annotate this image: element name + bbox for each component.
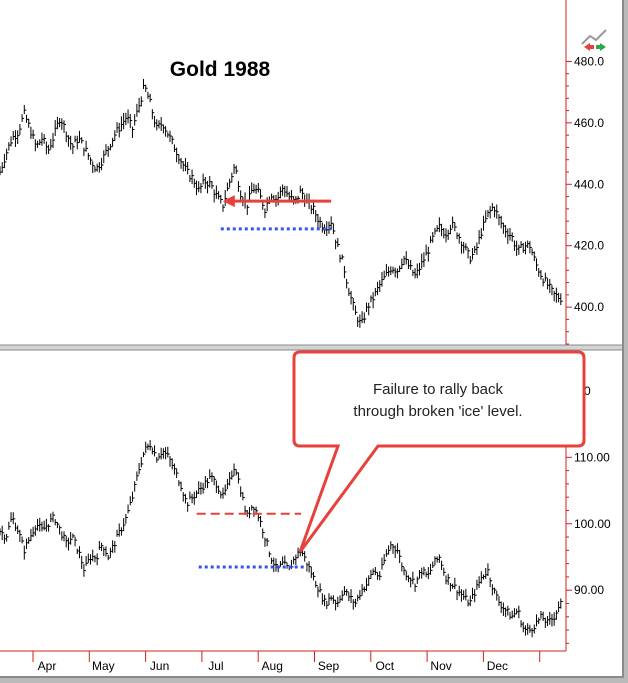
y-tick-label: 400.0	[574, 300, 604, 314]
y-tick-label: 90.00	[574, 583, 604, 597]
broken-level-arrow-head	[222, 195, 235, 208]
y-tick-label: 110.00	[574, 450, 610, 464]
price-bars	[0, 78, 563, 328]
y-tick-label: 420.0	[574, 239, 604, 253]
month-label: Jun	[150, 659, 169, 673]
price-panel: Gold 1988	[0, 0, 566, 346]
tools-icon-left-arrow	[584, 43, 590, 51]
month-label: Jul	[208, 659, 223, 673]
price-axis-ticks: 480.0 460.0 440.0 420.0 400.0	[566, 54, 604, 345]
price-annotations	[220, 195, 332, 231]
time-axis: Apr May Jun Jul Aug Sep Oct Nov Dec	[0, 650, 566, 673]
indicator-bars	[0, 440, 563, 638]
month-label: Oct	[375, 659, 394, 673]
tools-icon-right-stem	[596, 45, 600, 49]
month-ticks: Apr May Jun Jul Aug Sep Oct Nov Dec	[32, 651, 541, 673]
month-label: Dec	[487, 659, 508, 673]
indicator-annotations	[196, 512, 308, 569]
chart-tools-icon[interactable]	[581, 29, 607, 51]
tools-icon-line	[581, 29, 607, 45]
chart-title: Gold 1988	[170, 58, 271, 81]
month-label: May	[92, 659, 115, 673]
y-tick-label: 460.0	[574, 116, 604, 130]
y-tick-label: 440.0	[574, 177, 604, 191]
callout-bubble: Failure to rally back through broken 'ic…	[292, 350, 586, 553]
price-plot-area	[0, 0, 566, 346]
tools-icon-right-arrow	[600, 43, 606, 51]
y-tick-label: 480.0	[574, 54, 604, 68]
callout-line-2: through broken 'ice' level.	[353, 403, 522, 420]
callout-outline	[292, 350, 586, 553]
panel-separator[interactable]	[0, 345, 622, 350]
month-label: Apr	[38, 659, 57, 673]
indicator-panel	[0, 440, 563, 638]
month-label: Sep	[318, 659, 340, 673]
month-label: Aug	[262, 659, 283, 673]
callout-line-1: Failure to rally back	[373, 381, 504, 398]
tools-icon-left-stem	[590, 45, 594, 49]
y-tick-label: 100.00	[574, 517, 611, 531]
month-label: Nov	[430, 659, 451, 673]
